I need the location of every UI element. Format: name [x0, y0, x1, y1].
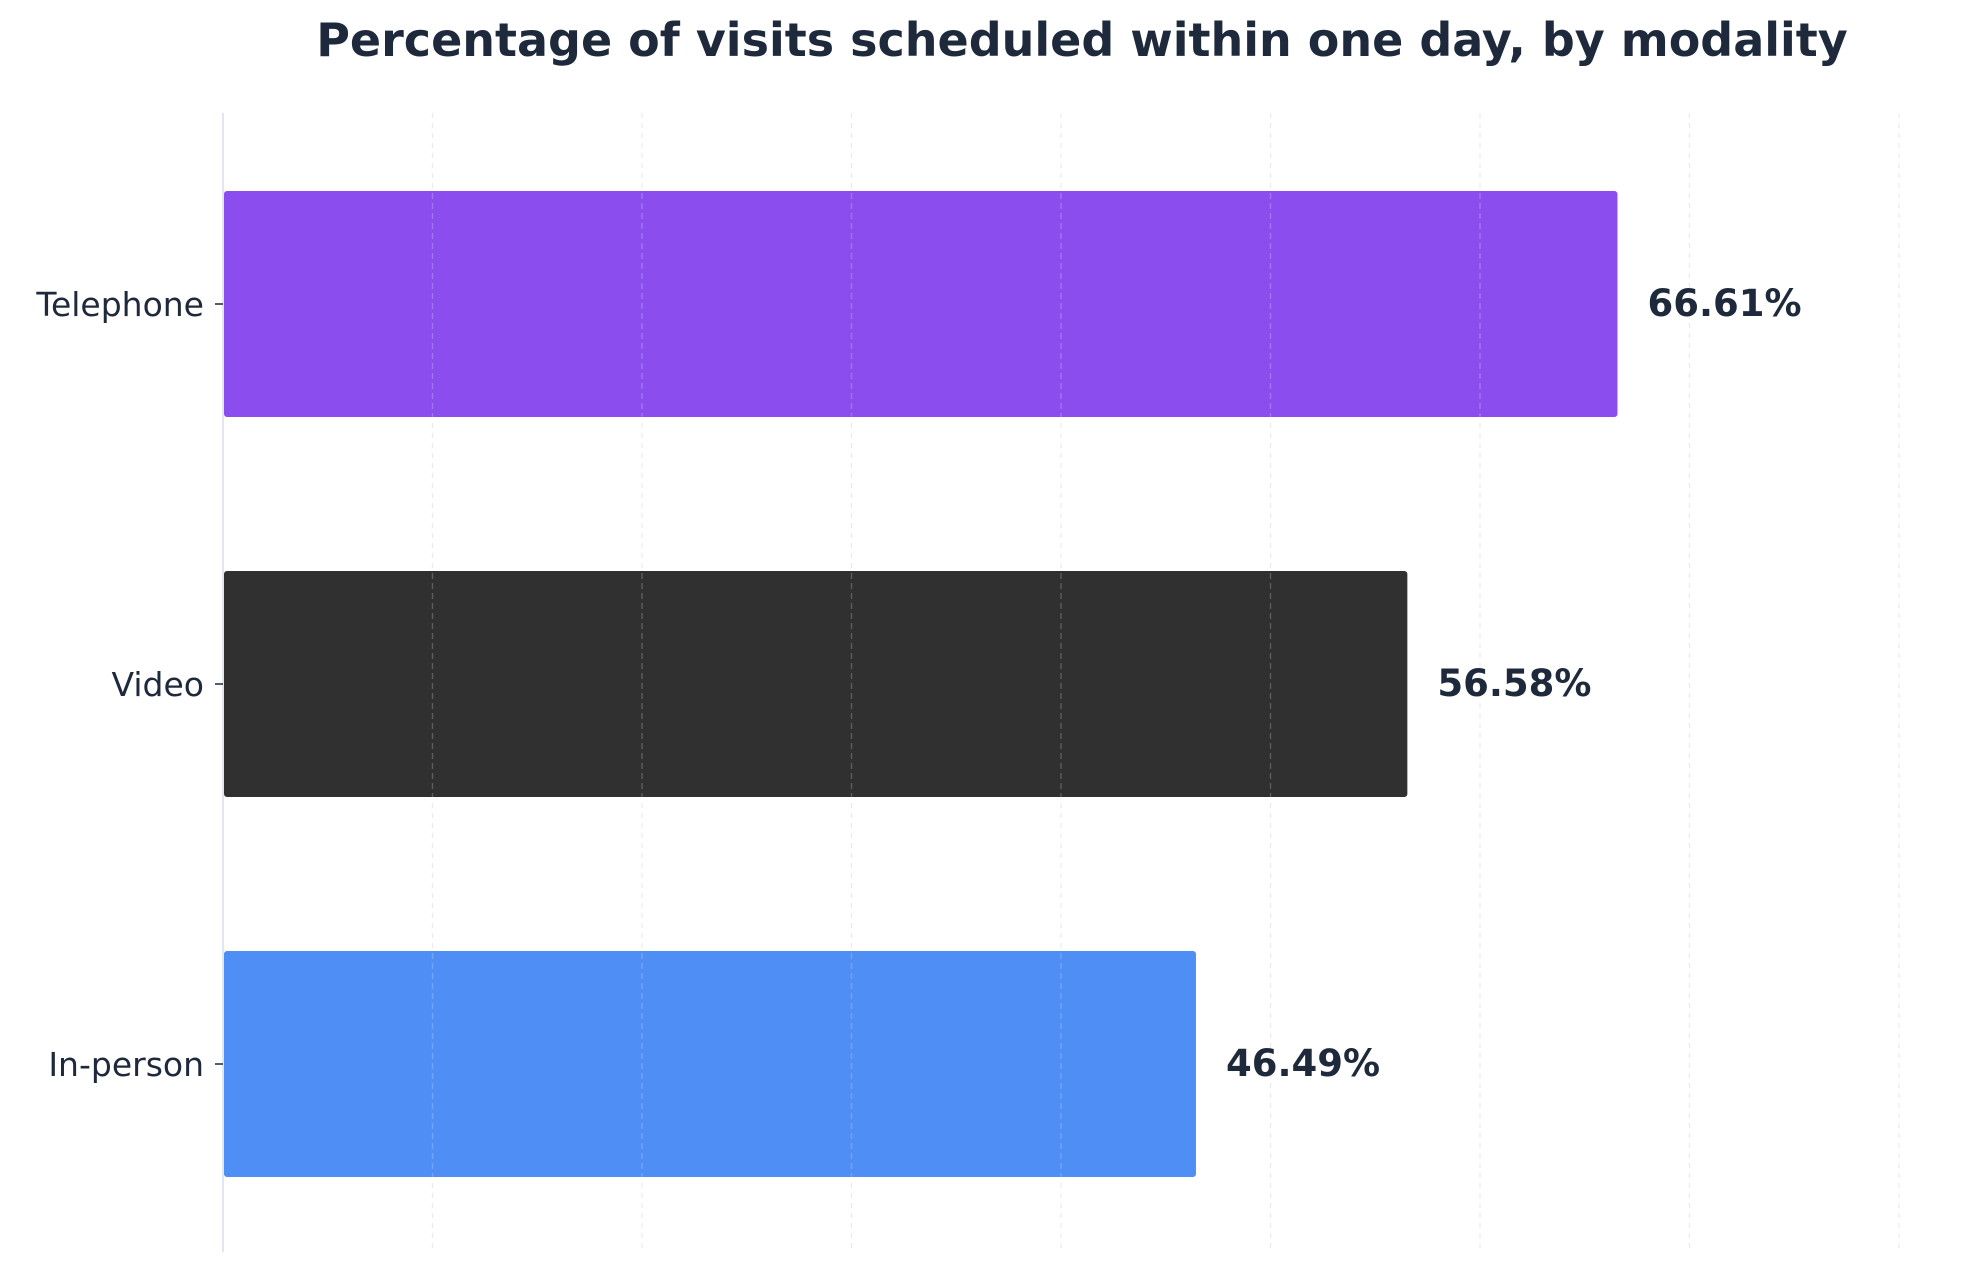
value-label: 56.58%	[1437, 662, 1591, 705]
chart-title: Percentage of visits scheduled within on…	[316, 13, 1848, 67]
bars	[222, 189, 1620, 1179]
bar-in-person	[222, 949, 1198, 1179]
category-label: Telephone	[35, 285, 204, 324]
bar-video	[222, 569, 1410, 799]
category-label: In-person	[48, 1045, 204, 1084]
value-label: 66.61%	[1647, 282, 1801, 325]
category-label: Video	[112, 665, 204, 704]
y-axis	[215, 113, 224, 1252]
labels: Telephone 66.61% Video 56.58% In-person 46.49…	[35, 282, 1801, 1085]
value-label: 46.49%	[1226, 1042, 1380, 1085]
